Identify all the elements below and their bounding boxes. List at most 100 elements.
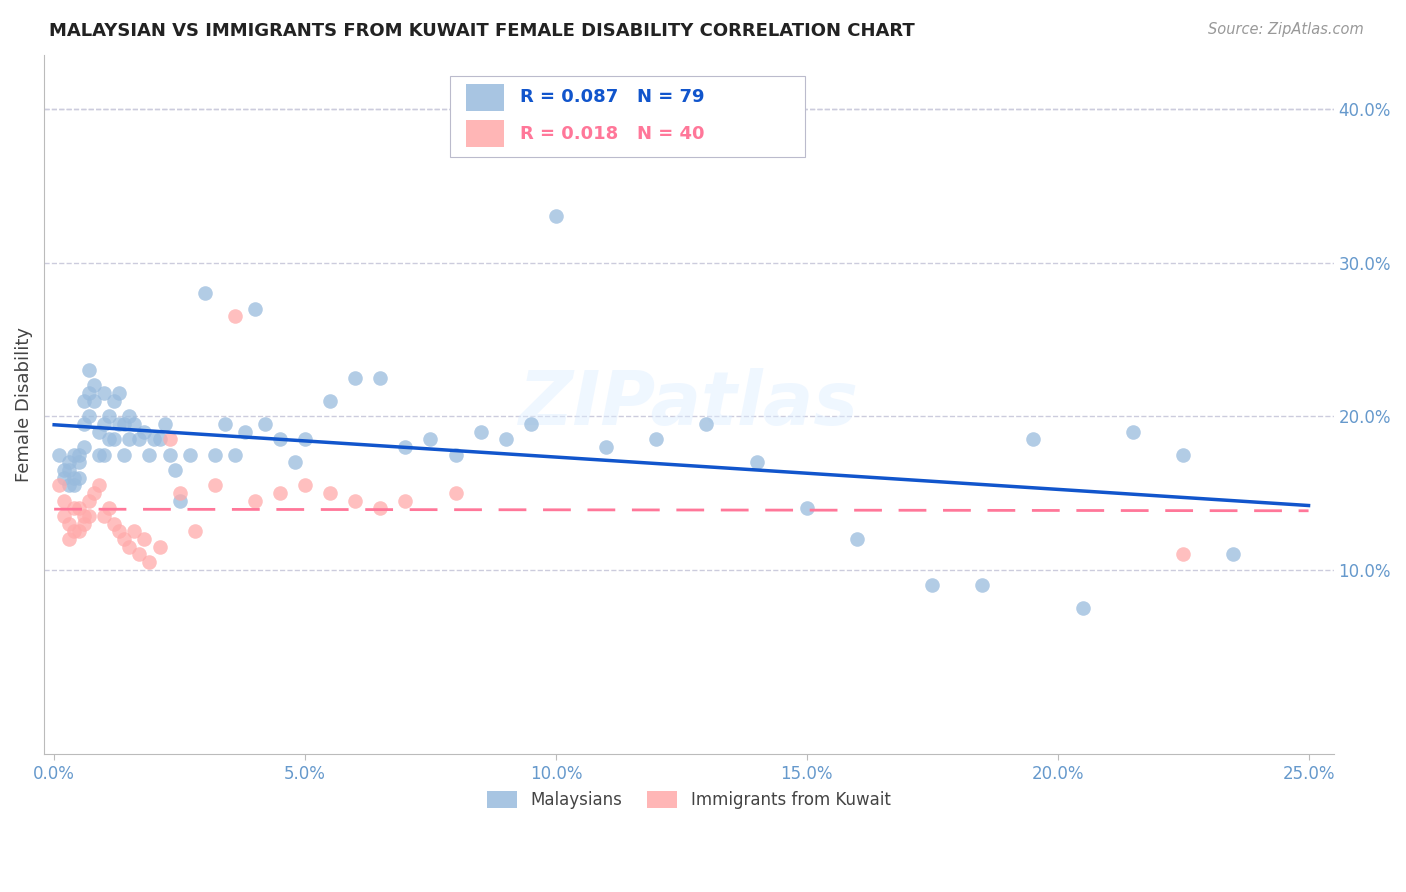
Point xyxy=(169,486,191,500)
Point xyxy=(98,501,121,516)
Point xyxy=(112,532,135,546)
Point xyxy=(118,540,141,554)
Point xyxy=(269,486,291,500)
Point xyxy=(63,501,86,516)
Point xyxy=(128,548,150,562)
Point xyxy=(253,417,276,431)
Point xyxy=(93,417,115,431)
Point xyxy=(368,501,391,516)
Point xyxy=(394,493,416,508)
Point xyxy=(444,448,467,462)
Y-axis label: Female Disability: Female Disability xyxy=(15,327,32,483)
Point xyxy=(179,448,201,462)
Point xyxy=(520,417,543,431)
Point xyxy=(645,432,668,446)
Point xyxy=(77,363,100,377)
Point xyxy=(128,432,150,446)
Point xyxy=(73,440,96,454)
Point xyxy=(796,501,818,516)
Point xyxy=(48,448,70,462)
Text: MALAYSIAN VS IMMIGRANTS FROM KUWAIT FEMALE DISABILITY CORRELATION CHART: MALAYSIAN VS IMMIGRANTS FROM KUWAIT FEMA… xyxy=(49,22,915,40)
Point xyxy=(1171,548,1194,562)
Point xyxy=(73,417,96,431)
Point xyxy=(344,371,367,385)
Point xyxy=(1071,601,1094,615)
Point xyxy=(103,516,125,531)
Point xyxy=(294,478,316,492)
Point xyxy=(148,540,170,554)
Bar xyxy=(465,120,505,147)
Point xyxy=(319,486,342,500)
Point xyxy=(77,509,100,524)
Point xyxy=(243,493,266,508)
Point xyxy=(63,524,86,539)
Point xyxy=(118,432,141,446)
Point xyxy=(73,509,96,524)
Point xyxy=(243,301,266,316)
Point xyxy=(470,425,492,439)
Point xyxy=(846,532,869,546)
Point xyxy=(58,532,80,546)
Point xyxy=(63,470,86,484)
Point xyxy=(58,478,80,492)
Point xyxy=(921,578,943,592)
Point xyxy=(112,448,135,462)
Point xyxy=(163,463,186,477)
Point xyxy=(108,417,131,431)
Point xyxy=(138,448,160,462)
Bar xyxy=(465,84,505,111)
Point xyxy=(972,578,994,592)
Point xyxy=(294,432,316,446)
Text: R = 0.087   N = 79: R = 0.087 N = 79 xyxy=(520,88,704,106)
Point xyxy=(344,493,367,508)
Point xyxy=(194,286,217,301)
Point xyxy=(143,432,166,446)
Point xyxy=(108,386,131,401)
Point xyxy=(103,432,125,446)
Point xyxy=(595,440,617,454)
Point xyxy=(224,310,246,324)
Point xyxy=(83,486,105,500)
Point xyxy=(58,455,80,469)
Point xyxy=(48,478,70,492)
Point xyxy=(1021,432,1043,446)
Point xyxy=(394,440,416,454)
Point xyxy=(153,417,176,431)
Point xyxy=(159,448,181,462)
Point xyxy=(204,448,226,462)
Point xyxy=(233,425,256,439)
Point xyxy=(53,509,76,524)
Point xyxy=(204,478,226,492)
Point xyxy=(53,470,76,484)
Point xyxy=(83,393,105,408)
Point xyxy=(134,425,156,439)
Point xyxy=(89,448,111,462)
Point xyxy=(89,425,111,439)
Point xyxy=(98,432,121,446)
Point xyxy=(93,386,115,401)
Point xyxy=(53,463,76,477)
Point xyxy=(77,386,100,401)
Point xyxy=(269,432,291,446)
Point xyxy=(93,448,115,462)
Point xyxy=(67,470,90,484)
Point xyxy=(284,455,307,469)
Point xyxy=(169,493,191,508)
Point xyxy=(73,516,96,531)
Point xyxy=(138,555,160,569)
Point xyxy=(77,493,100,508)
Point xyxy=(695,417,717,431)
Point xyxy=(58,463,80,477)
Point xyxy=(67,524,90,539)
Point xyxy=(319,393,342,408)
Point xyxy=(53,493,76,508)
Point xyxy=(124,524,146,539)
Point xyxy=(444,486,467,500)
Point xyxy=(103,393,125,408)
Text: R = 0.018   N = 40: R = 0.018 N = 40 xyxy=(520,125,704,143)
Point xyxy=(89,478,111,492)
Point xyxy=(108,524,131,539)
Point xyxy=(745,455,768,469)
Point xyxy=(1171,448,1194,462)
Point xyxy=(224,448,246,462)
